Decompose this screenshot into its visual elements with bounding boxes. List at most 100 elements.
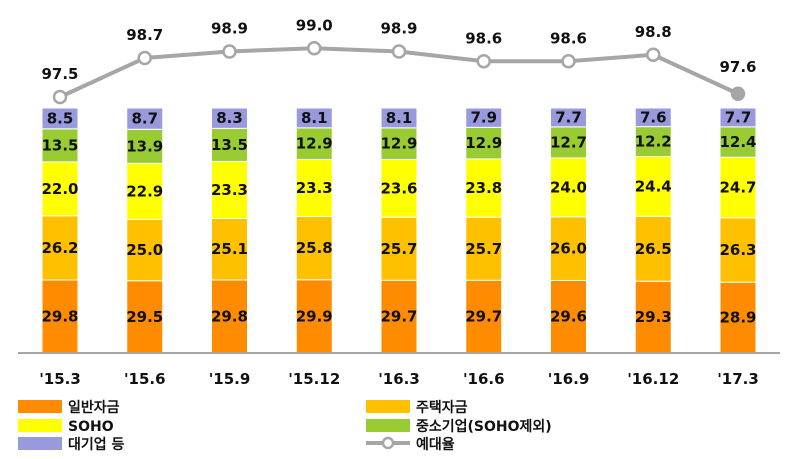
bar-segment bbox=[550, 107, 587, 128]
bar-value-label: 29.9 bbox=[296, 307, 333, 325]
bar-value-label: 24.7 bbox=[719, 179, 756, 197]
bar-segment bbox=[465, 107, 503, 128]
bar-value-label: 26.0 bbox=[550, 240, 587, 258]
bar-segment bbox=[634, 107, 672, 128]
bar-segment bbox=[211, 107, 248, 129]
bar-value-label: 12.9 bbox=[380, 135, 417, 153]
bar-value-label: 22.0 bbox=[41, 180, 78, 198]
x-tick-label: '15.3 bbox=[39, 370, 81, 388]
bar-value-label: 12.4 bbox=[719, 133, 756, 151]
bar-value-label: 26.3 bbox=[719, 241, 756, 259]
legend-label: 중소기업(SOHO제외) bbox=[416, 418, 552, 435]
loan-ratio-label: 99.0 bbox=[296, 16, 333, 34]
loan-ratio-label: 98.8 bbox=[635, 23, 672, 41]
loan-ratio-label: 98.9 bbox=[380, 20, 417, 38]
bar-value-label: 25.1 bbox=[211, 240, 248, 258]
loan-ratio-label: 98.7 bbox=[126, 26, 163, 44]
legend-swatch bbox=[366, 419, 410, 432]
bar-value-label: 23.3 bbox=[211, 181, 248, 199]
bar-value-label: 8.3 bbox=[216, 109, 243, 127]
bar-value-label: 24.4 bbox=[635, 177, 672, 195]
bar-value-label: 8.5 bbox=[47, 109, 74, 127]
bar-value-label: 22.9 bbox=[126, 182, 163, 200]
bar-segment bbox=[380, 279, 418, 354]
bar-stack-group: 29.8 26.2 22.0 13.5 8.5 29.5 25.0 22.9 13.9 8.7 29… bbox=[41, 107, 757, 354]
legend-label: 주택자금 bbox=[416, 399, 468, 416]
bar-value-label: 8.1 bbox=[386, 109, 413, 127]
bar-segment bbox=[634, 215, 672, 282]
bar-value-label: 7.6 bbox=[640, 108, 667, 126]
x-tick-label: '17.3 bbox=[717, 370, 759, 388]
x-tick-label: '15.12 bbox=[288, 370, 340, 388]
bar-value-label: 12.2 bbox=[635, 133, 672, 151]
bar-segment bbox=[550, 216, 587, 281]
bar-segment bbox=[295, 107, 333, 129]
loan-ratio-point bbox=[52, 89, 68, 105]
legend-line-marker bbox=[381, 436, 395, 450]
x-tick-label: '16.12 bbox=[627, 370, 679, 388]
bar-segment bbox=[126, 107, 164, 130]
bar-value-label: 12.7 bbox=[550, 133, 587, 151]
bar-value-label: 8.1 bbox=[301, 109, 328, 127]
bar-segment bbox=[380, 158, 418, 218]
bar-value-label: 25.0 bbox=[126, 241, 163, 259]
bar-value-label: 7.7 bbox=[555, 108, 582, 126]
loan-ratio-point bbox=[476, 54, 491, 69]
bar-segment bbox=[465, 216, 503, 281]
bar-value-label: 13.9 bbox=[126, 137, 163, 155]
bar-segment bbox=[380, 216, 418, 281]
bar-value-label: 7.9 bbox=[470, 109, 497, 127]
loan-ratio-point bbox=[307, 41, 322, 56]
bar-value-label: 28.9 bbox=[719, 309, 756, 327]
loan-ratio-point bbox=[730, 86, 746, 101]
bar-value-label: 25.7 bbox=[465, 240, 502, 258]
bar-segment bbox=[550, 279, 587, 354]
bar-segment bbox=[211, 160, 248, 219]
bar-value-label: 29.6 bbox=[550, 308, 587, 326]
bar-value-label: 7.7 bbox=[725, 108, 752, 126]
legend-swatch bbox=[18, 437, 62, 450]
bar-value-label: 29.8 bbox=[41, 307, 78, 325]
bar-segment bbox=[550, 126, 587, 159]
bar-segment bbox=[41, 215, 79, 281]
bar-segment bbox=[719, 107, 757, 128]
x-tick-label: '16.6 bbox=[463, 370, 505, 388]
bar-segment bbox=[211, 217, 248, 281]
bar-value-label: 25.8 bbox=[296, 239, 333, 257]
bar-segment bbox=[634, 126, 672, 158]
bar-value-label: 8.7 bbox=[131, 110, 158, 128]
x-tick-label: '15.9 bbox=[209, 370, 251, 388]
bar-segment bbox=[719, 281, 757, 354]
loan-ratio-label: 98.6 bbox=[465, 29, 502, 47]
x-tick-label: '16.9 bbox=[548, 370, 590, 388]
bar-segment bbox=[465, 158, 503, 218]
loan-ratio-label: 98.6 bbox=[550, 29, 587, 47]
bar-segment bbox=[465, 279, 503, 354]
bar-value-label: 23.6 bbox=[380, 179, 417, 197]
bar-segment bbox=[550, 157, 587, 218]
legend-swatch bbox=[366, 400, 410, 413]
loan-ratio-point bbox=[646, 47, 661, 62]
bar-value-label: 24.0 bbox=[550, 178, 587, 196]
loan-ratio-point bbox=[561, 54, 576, 69]
legend-swatch bbox=[18, 419, 62, 432]
x-tick-group: '15.3 '15.6 '15.9 '15.12 '16.3 '16.6 '16.9 '16.… bbox=[39, 370, 759, 388]
legend-label: 일반자금 bbox=[68, 399, 120, 416]
bar-segment bbox=[126, 162, 164, 220]
bar-segment bbox=[41, 107, 79, 130]
bar-segment bbox=[41, 279, 79, 354]
bar-segment bbox=[380, 107, 418, 129]
bar-value-label: 29.7 bbox=[465, 308, 502, 326]
legend-label: 대기업 등 bbox=[68, 437, 125, 453]
bar-value-label: 26.2 bbox=[41, 239, 78, 257]
loan-ratio-label: 98.9 bbox=[211, 20, 248, 38]
bar-value-label: 12.9 bbox=[465, 134, 502, 152]
bar-value-label: 25.7 bbox=[380, 240, 417, 258]
loan-ratio-label: 97.5 bbox=[41, 65, 78, 83]
bar-value-label: 23.3 bbox=[296, 179, 333, 197]
loan-ratio-point bbox=[137, 50, 152, 66]
legend-label: 예대율 bbox=[416, 436, 455, 453]
bar-segment bbox=[126, 218, 164, 282]
bar-segment bbox=[41, 128, 79, 163]
